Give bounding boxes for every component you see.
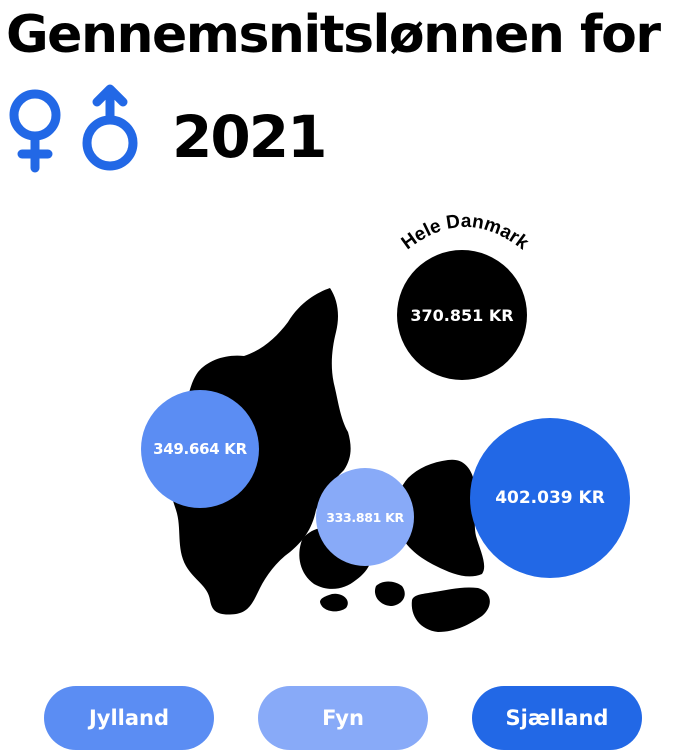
jylland-button-label: Jylland [88,706,170,730]
jylland-button[interactable]: Jylland [44,686,214,750]
island-shape [374,581,405,606]
bubble-value: 370.851 KR [410,305,514,325]
gender-icons [9,84,138,173]
fyn-button[interactable]: Fyn [258,686,428,750]
fyn-button-label: Fyn [322,706,364,730]
bubble-value: 333.881 KR [326,509,404,525]
male-symbol-icon [82,84,138,171]
year-label: 2021 [172,103,327,171]
bubble-sjaelland: 402.039 KR [470,418,630,578]
bubble-value: 402.039 KR [495,488,605,508]
svg-text:Hele Danmark: Hele Danmark [398,211,533,254]
sjaelland-button[interactable]: Sjælland [472,686,642,750]
island-shape [411,587,490,632]
island-shape [320,593,348,612]
bubble-value: 349.664 KR [153,440,247,458]
female-symbol-icon [9,89,61,173]
hele-danmark-label: Hele Danmark [398,211,533,254]
bubble-jylland: 349.664 KR [141,390,259,508]
page-title: Gennemsnitslønnen for [6,5,661,65]
hele-danmark-arc-label: Hele Danmark [398,211,533,254]
bubble-fyn: 333.881 KR [316,468,414,566]
bubble-hele-danmark: 370.851 KR [397,250,527,380]
sjaelland-shape [395,459,485,577]
sjaelland-button-label: Sjælland [505,706,609,730]
